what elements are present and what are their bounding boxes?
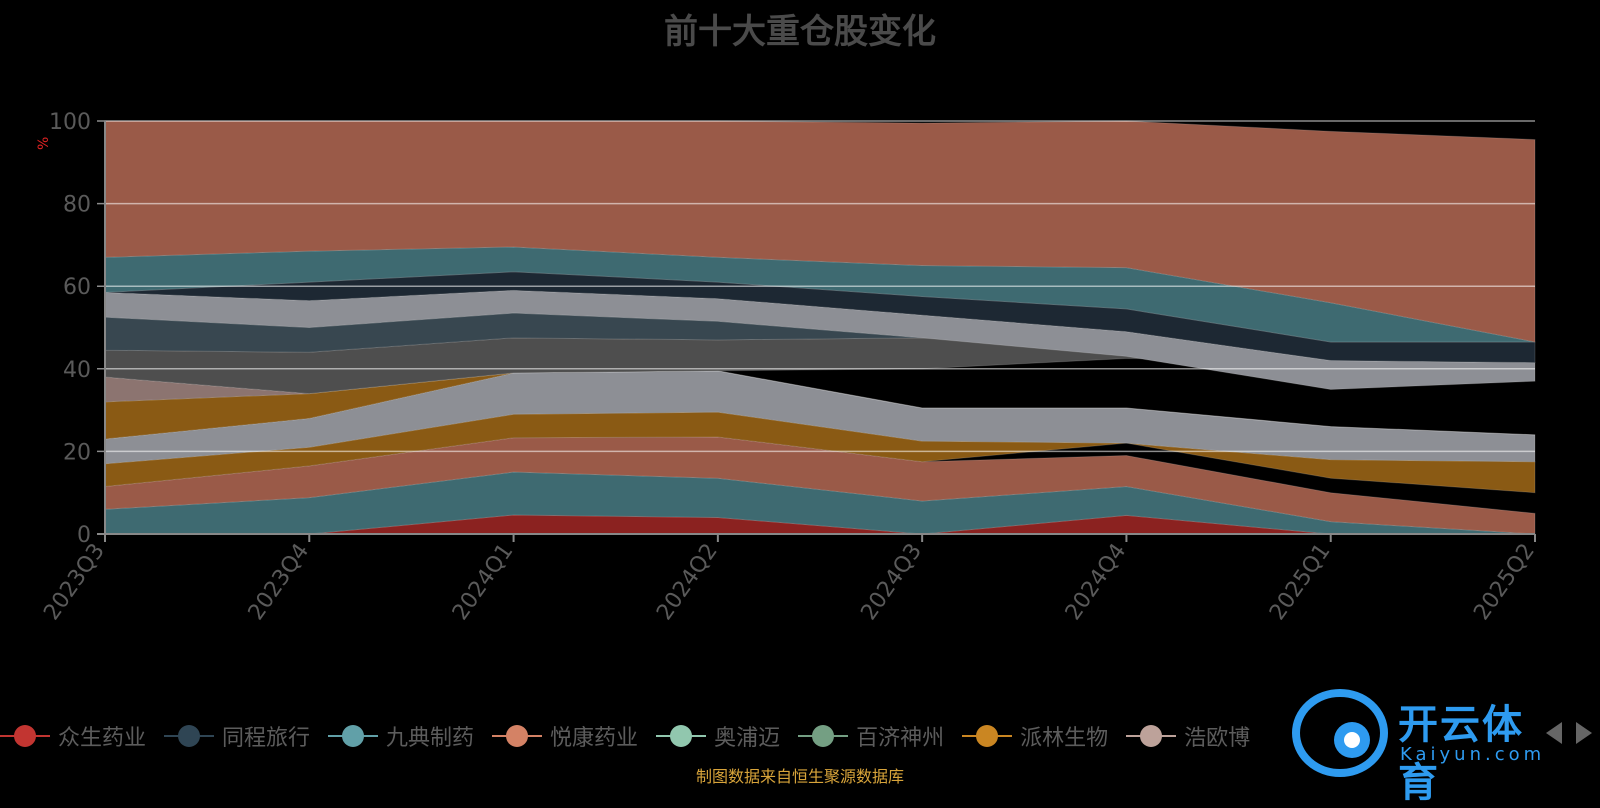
legend-item[interactable]: 九典制药 xyxy=(328,720,474,752)
x-tick-label: 2025Q2 xyxy=(1469,539,1540,625)
legend-swatch-icon xyxy=(962,724,1013,748)
watermark: 开云体育 Kaiyun.com xyxy=(1290,688,1560,806)
data-source-note: 制图数据来自恒生聚源数据库 xyxy=(695,767,904,786)
legend-item[interactable]: 百济神州 xyxy=(798,720,944,752)
legend-label: 众生药业 xyxy=(58,726,147,751)
legend-label: 同程旅行 xyxy=(222,726,311,751)
legend-swatch-icon xyxy=(798,724,849,748)
x-tick-label: 2024Q1 xyxy=(448,539,519,625)
legend-swatch-icon xyxy=(1126,724,1177,748)
x-tick-label: 2023Q3 xyxy=(39,539,110,625)
legend-item[interactable]: 奥浦迈 xyxy=(656,720,780,752)
legend-label: 派林生物 xyxy=(1020,726,1109,751)
legend-swatch-icon xyxy=(0,724,50,748)
chart-title: 前十大重仓股变化 xyxy=(664,12,936,52)
legend-label: 九典制药 xyxy=(386,726,475,751)
legend-swatch-icon xyxy=(492,724,543,748)
legend: 众生药业 同程旅行 九典制药 悦康药业 奥浦迈 百济神州 派林生物 浩欧博 xyxy=(0,718,1268,754)
watermark-subtitle: Kaiyun.com xyxy=(1400,744,1546,765)
area-band-10 xyxy=(104,271,1536,364)
legend-prev-page-icon[interactable] xyxy=(1546,722,1562,744)
x-tick-label: 2024Q4 xyxy=(1061,539,1132,625)
legend-item[interactable]: 同程旅行 xyxy=(164,720,310,752)
legend-swatch-icon xyxy=(656,724,707,748)
legend-item[interactable]: 派林生物 xyxy=(962,720,1108,752)
x-tick-label: 2023Q4 xyxy=(244,539,315,625)
legend-item[interactable]: 浩欧博 xyxy=(1126,720,1250,752)
legend-next-page-icon[interactable] xyxy=(1576,722,1592,744)
legend-label: 奥浦迈 xyxy=(714,726,781,751)
y-tick-label: 80 xyxy=(63,193,91,218)
y-tick-label: 20 xyxy=(63,440,91,465)
y-tick-label: 0 xyxy=(77,523,91,548)
y-tick-label: 100 xyxy=(49,110,91,135)
y-tick-label: 60 xyxy=(63,275,91,300)
legend-swatch-icon xyxy=(328,724,379,748)
x-tick-label: 2025Q1 xyxy=(1265,539,1336,625)
legend-label: 百济神州 xyxy=(856,726,945,751)
watermark-logo-icon xyxy=(1292,689,1388,777)
legend-label: 悦康药业 xyxy=(550,726,639,751)
y-axis-unit: % xyxy=(36,136,52,150)
legend-label: 浩欧博 xyxy=(1184,726,1251,751)
legend-item[interactable]: 众生药业 xyxy=(0,720,146,752)
legend-pager xyxy=(1546,722,1592,744)
legend-item[interactable]: 悦康药业 xyxy=(492,720,638,752)
legend-swatch-icon xyxy=(164,724,215,748)
watermark-title: 开云体育 xyxy=(1398,702,1524,806)
x-tick-label: 2024Q2 xyxy=(652,539,723,625)
y-tick-label: 40 xyxy=(63,358,91,383)
x-tick-label: 2024Q3 xyxy=(856,539,927,625)
